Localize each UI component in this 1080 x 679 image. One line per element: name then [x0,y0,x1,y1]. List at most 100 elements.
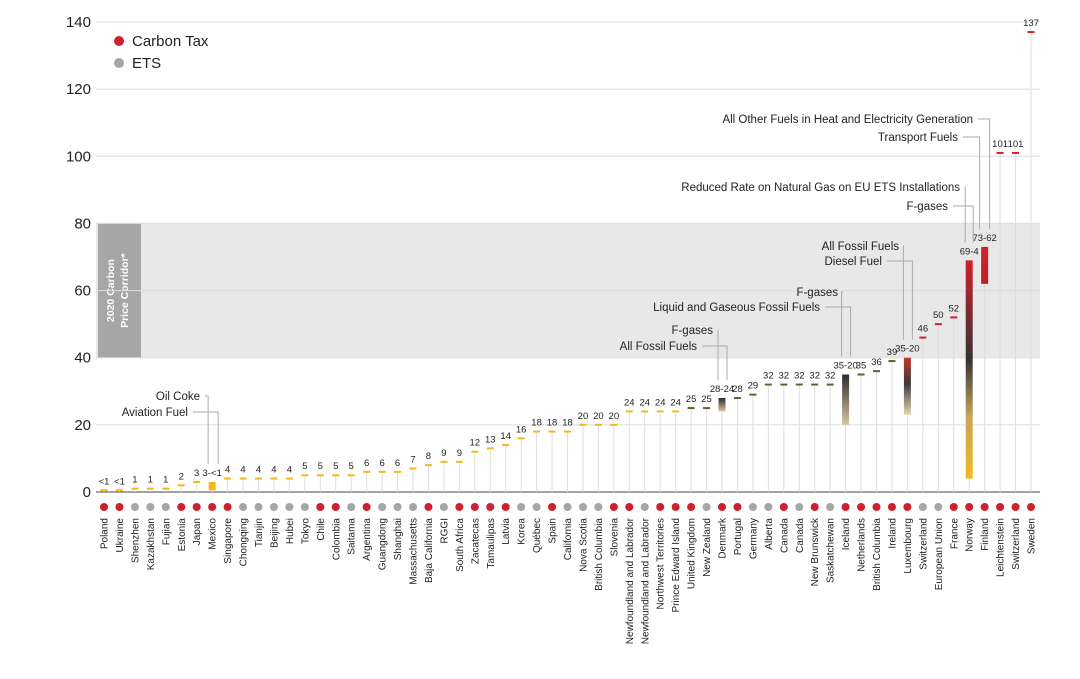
value-mark [795,383,803,386]
category-label: Newfoundland and Labrador [640,517,651,644]
value-label: 8 [426,451,431,462]
annotation-leader [963,136,981,229]
carbon-tax-dot [424,503,433,511]
ets-dot [594,503,603,511]
value-label: 32 [779,371,790,382]
value-mark [873,370,880,373]
carbon-tax-dot [656,503,665,511]
category-label: Spain [548,518,559,544]
category-label: Chile [316,518,327,541]
value-mark [780,383,788,386]
category-label: Fujian [161,518,172,545]
category-label: Switzerland [1011,518,1022,570]
value-mark [224,477,232,480]
ets-dot [254,503,263,511]
category-label: Iceland [841,518,852,550]
category-label: Newfoundland and Labrador [625,517,636,644]
ets-dot [563,503,572,511]
value-mark [285,477,293,480]
category-label: Canada [795,518,806,553]
range-bar [208,481,216,491]
carbon-tax-dot [362,503,371,511]
category-label: Norway [965,518,976,552]
carbon-tax-dot [486,503,495,511]
legend-carbon-tax-marker [114,36,124,46]
value-label: 9 [457,448,462,459]
value-label: 20 [578,411,589,422]
category-label: Germany [748,518,759,559]
carbon-tax-dot [887,503,896,511]
category-label: Japan [192,518,203,545]
annotation-label: F-gases [671,325,713,337]
value-mark [625,410,633,413]
category-label: British Columbia [594,518,605,591]
value-label: 25 [701,394,712,405]
value-mark [733,397,741,399]
value-mark [270,477,278,480]
ets-dot [161,503,170,511]
ets-dot [918,503,927,511]
value-mark [764,383,772,386]
value-label: <1 [114,476,125,487]
value-mark [610,423,618,426]
value-label: 4 [240,465,245,476]
carbon-tax-dot [1027,503,1035,511]
ets-dot [378,503,387,511]
value-label: 32 [809,371,820,382]
carbon-tax-dot [718,503,726,511]
annotation-label: Diesel Fuel [824,256,882,268]
value-mark [811,383,819,386]
annotation-leader [841,291,843,357]
value-label: 73-62 [972,233,996,244]
value-label: 28-24 [710,384,734,395]
category-label: Leichtenstein [996,518,1007,577]
category-label: Colombia [331,518,342,561]
carbon-tax-dot [501,503,510,511]
category-label: South Africa [455,518,466,572]
value-label: 4 [271,465,276,476]
value-mark [919,336,927,339]
category-label: Switzerland [918,518,929,570]
value-mark [471,450,479,453]
category-label: British Columbia [872,518,883,591]
value-mark [332,474,340,477]
category-label: Estonia [177,518,188,552]
category-label: California [563,518,574,561]
range-bar [903,357,911,415]
value-mark [656,410,664,413]
category-label: New Zealand [702,518,713,577]
value-mark [177,484,185,487]
value-mark [703,407,711,410]
value-label: 3 [194,468,199,479]
category-label: Baja California [424,518,435,583]
value-mark [347,474,355,477]
value-mark [579,423,587,426]
carbon-tax-dot [810,503,819,511]
ets-dot [702,503,711,511]
ets-dot [239,503,248,511]
category-label: Mexico [208,518,219,550]
carbon-tax-dot [455,503,464,511]
value-label: 18 [531,418,542,429]
carbon-tax-dot [841,503,850,511]
value-mark [950,316,958,319]
value-label: 14 [500,431,511,442]
value-mark [826,383,834,386]
value-label: 101 [1008,139,1024,150]
carbon-tax-dot [1011,503,1020,511]
ets-dot [300,503,309,511]
category-label: Nova Scotia [578,518,589,572]
value-mark [146,487,154,490]
ets-dot [826,503,835,511]
value-mark [255,477,262,480]
value-mark [564,430,571,433]
range-bar [965,260,973,479]
ets-dot [409,503,417,511]
value-label: <1 [99,476,110,487]
value-label: 3-<1 [203,468,222,479]
category-label: Portugal [733,518,744,555]
category-label: Singapore [223,518,234,564]
annotation-leader [953,205,974,243]
value-mark [239,477,247,480]
